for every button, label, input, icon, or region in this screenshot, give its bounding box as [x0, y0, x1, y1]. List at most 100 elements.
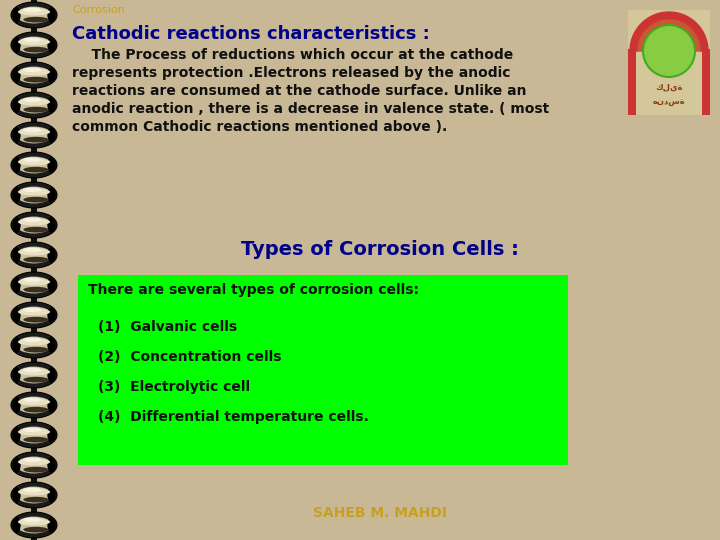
Text: Corrosion: Corrosion [72, 5, 125, 15]
Ellipse shape [48, 427, 55, 443]
Ellipse shape [11, 182, 57, 208]
Ellipse shape [23, 367, 41, 372]
Ellipse shape [23, 437, 49, 443]
Text: anodic reaction , there is a decrease in valence state. ( most: anodic reaction , there is a decrease in… [72, 102, 549, 116]
Ellipse shape [16, 126, 52, 144]
Text: (2)  Concentration cells: (2) Concentration cells [98, 350, 282, 364]
Ellipse shape [11, 122, 57, 148]
Ellipse shape [23, 497, 49, 503]
Ellipse shape [48, 187, 55, 203]
Ellipse shape [18, 368, 50, 375]
Ellipse shape [18, 8, 50, 16]
Ellipse shape [12, 127, 21, 143]
Text: The Process of reductions which occur at the cathode: The Process of reductions which occur at… [72, 48, 513, 62]
Ellipse shape [18, 188, 50, 195]
Ellipse shape [23, 8, 41, 12]
Ellipse shape [11, 302, 57, 328]
Ellipse shape [18, 248, 50, 255]
Ellipse shape [11, 512, 57, 538]
Bar [628, 49, 636, 115]
Ellipse shape [23, 107, 49, 112]
Ellipse shape [23, 158, 41, 162]
Ellipse shape [16, 487, 52, 503]
Ellipse shape [48, 487, 55, 503]
Polygon shape [630, 12, 708, 51]
Text: (3)  Electrolytic cell: (3) Electrolytic cell [98, 380, 250, 394]
Ellipse shape [11, 152, 57, 178]
Ellipse shape [11, 32, 57, 58]
Ellipse shape [16, 367, 52, 383]
Ellipse shape [16, 66, 52, 84]
Ellipse shape [23, 278, 41, 282]
Ellipse shape [11, 482, 57, 508]
Ellipse shape [16, 247, 52, 264]
Ellipse shape [23, 257, 49, 262]
Ellipse shape [12, 367, 21, 383]
Ellipse shape [16, 336, 52, 354]
Ellipse shape [23, 527, 49, 532]
Ellipse shape [48, 97, 55, 113]
Ellipse shape [23, 37, 41, 42]
Ellipse shape [23, 287, 49, 293]
Ellipse shape [23, 227, 49, 233]
Ellipse shape [23, 137, 49, 143]
Ellipse shape [18, 128, 50, 136]
Ellipse shape [48, 127, 55, 143]
Ellipse shape [23, 307, 41, 312]
Ellipse shape [11, 212, 57, 238]
Ellipse shape [12, 457, 21, 473]
Ellipse shape [11, 332, 57, 358]
Ellipse shape [23, 397, 41, 402]
Text: (1)  Galvanic cells: (1) Galvanic cells [98, 320, 237, 334]
Ellipse shape [16, 396, 52, 414]
Ellipse shape [11, 272, 57, 298]
Ellipse shape [23, 68, 41, 72]
Ellipse shape [18, 98, 50, 105]
Text: reactions are consumed at the cathode surface. Unlike an: reactions are consumed at the cathode su… [72, 84, 526, 98]
Text: represents protection .Electrons released by the anodic: represents protection .Electrons release… [72, 66, 510, 80]
Text: common Cathodic reactions mentioned above ).: common Cathodic reactions mentioned abov… [72, 120, 447, 134]
Ellipse shape [23, 127, 41, 132]
Ellipse shape [18, 488, 50, 496]
Text: SAHEB M. MAHDI: SAHEB M. MAHDI [313, 506, 447, 520]
Ellipse shape [48, 37, 55, 53]
Ellipse shape [18, 398, 50, 406]
Ellipse shape [12, 517, 21, 533]
Polygon shape [638, 20, 700, 51]
Ellipse shape [16, 186, 52, 204]
Ellipse shape [18, 458, 50, 465]
Ellipse shape [23, 428, 41, 432]
Ellipse shape [12, 487, 21, 503]
Ellipse shape [16, 6, 52, 23]
Bar [31, 0, 37, 540]
Ellipse shape [18, 218, 50, 226]
Ellipse shape [12, 247, 21, 263]
Ellipse shape [48, 307, 55, 323]
Text: There are several types of corrosion cells:: There are several types of corrosion cel… [88, 283, 419, 297]
Ellipse shape [16, 97, 52, 113]
Ellipse shape [23, 17, 49, 23]
Ellipse shape [16, 517, 52, 534]
Ellipse shape [23, 407, 49, 413]
Ellipse shape [12, 37, 21, 53]
Ellipse shape [12, 277, 21, 293]
Ellipse shape [48, 7, 55, 23]
Ellipse shape [11, 392, 57, 418]
Ellipse shape [11, 362, 57, 388]
FancyBboxPatch shape [628, 10, 710, 115]
Ellipse shape [23, 218, 41, 222]
Ellipse shape [23, 77, 49, 83]
Ellipse shape [11, 452, 57, 478]
Ellipse shape [12, 337, 21, 353]
Ellipse shape [48, 157, 55, 173]
Ellipse shape [23, 187, 41, 192]
Ellipse shape [16, 427, 52, 443]
Ellipse shape [48, 457, 55, 473]
Ellipse shape [23, 517, 41, 522]
Ellipse shape [12, 217, 21, 233]
Ellipse shape [48, 247, 55, 263]
Bar [702, 49, 710, 115]
Ellipse shape [12, 427, 21, 443]
Ellipse shape [18, 308, 50, 315]
Ellipse shape [18, 68, 50, 76]
